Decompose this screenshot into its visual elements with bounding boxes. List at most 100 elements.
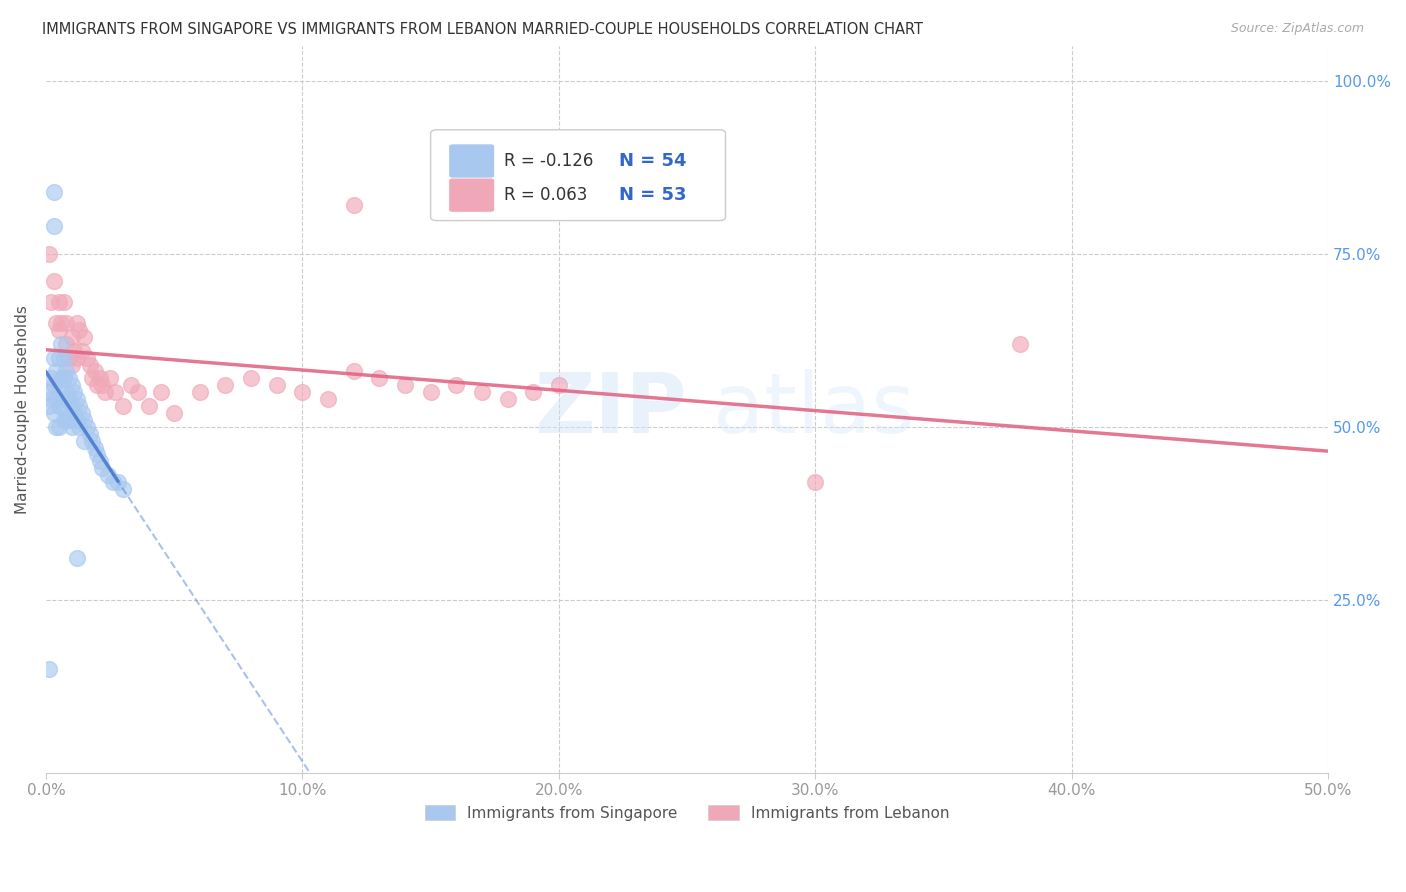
Point bbox=[70, 343, 93, 358]
Point bbox=[55, 364, 77, 378]
Point bbox=[63, 343, 86, 358]
Point bbox=[496, 392, 519, 406]
Text: IMMIGRANTS FROM SINGAPORE VS IMMIGRANTS FROM LEBANON MARRIED-COUPLE HOUSEHOLDS C: IMMIGRANTS FROM SINGAPORE VS IMMIGRANTS … bbox=[42, 22, 924, 37]
Point bbox=[163, 406, 186, 420]
Point bbox=[82, 371, 104, 385]
Point bbox=[52, 392, 75, 406]
Point bbox=[66, 551, 89, 566]
Point bbox=[1010, 336, 1032, 351]
Point bbox=[96, 468, 118, 483]
Point bbox=[63, 406, 86, 420]
Point bbox=[91, 461, 114, 475]
Point bbox=[82, 434, 104, 448]
Point bbox=[343, 364, 366, 378]
Point bbox=[101, 475, 124, 490]
FancyBboxPatch shape bbox=[430, 129, 725, 220]
Point bbox=[60, 399, 83, 413]
Point bbox=[368, 371, 391, 385]
Point bbox=[60, 358, 83, 372]
Point bbox=[66, 413, 89, 427]
Point bbox=[214, 378, 236, 392]
Point bbox=[120, 378, 142, 392]
Point bbox=[70, 406, 93, 420]
Point bbox=[38, 399, 60, 413]
Text: N = 53: N = 53 bbox=[619, 186, 686, 204]
Text: ZIP: ZIP bbox=[534, 369, 688, 450]
Point bbox=[42, 275, 65, 289]
Point bbox=[45, 392, 67, 406]
Point bbox=[58, 392, 80, 406]
Point bbox=[42, 378, 65, 392]
Point bbox=[48, 351, 70, 365]
Point bbox=[79, 426, 101, 441]
Point bbox=[86, 378, 108, 392]
Point bbox=[38, 662, 60, 676]
Point bbox=[60, 330, 83, 344]
Point bbox=[67, 419, 90, 434]
Point bbox=[38, 385, 60, 400]
Point bbox=[55, 385, 77, 400]
Point bbox=[48, 378, 70, 392]
Point bbox=[73, 413, 96, 427]
Point bbox=[60, 378, 83, 392]
Point bbox=[42, 406, 65, 420]
Point bbox=[188, 385, 211, 400]
Point bbox=[98, 371, 121, 385]
Text: Source: ZipAtlas.com: Source: ZipAtlas.com bbox=[1230, 22, 1364, 36]
Point bbox=[52, 413, 75, 427]
Point bbox=[138, 399, 160, 413]
Point bbox=[107, 475, 129, 490]
Point bbox=[38, 247, 60, 261]
Point bbox=[522, 385, 544, 400]
FancyBboxPatch shape bbox=[450, 179, 494, 211]
Point bbox=[42, 219, 65, 233]
Point bbox=[266, 378, 288, 392]
Point bbox=[60, 419, 83, 434]
Point bbox=[55, 336, 77, 351]
Point bbox=[58, 351, 80, 365]
Point bbox=[79, 358, 101, 372]
Point bbox=[45, 364, 67, 378]
Point bbox=[66, 316, 89, 330]
Y-axis label: Married-couple Households: Married-couple Households bbox=[15, 305, 30, 514]
Point bbox=[419, 385, 441, 400]
Point bbox=[42, 351, 65, 365]
Point bbox=[67, 323, 90, 337]
Point bbox=[83, 441, 105, 455]
Point bbox=[51, 371, 73, 385]
Point bbox=[42, 185, 65, 199]
Point bbox=[45, 419, 67, 434]
Point bbox=[86, 447, 108, 461]
Point bbox=[111, 399, 134, 413]
Text: R = -0.126: R = -0.126 bbox=[503, 152, 593, 170]
Legend: Immigrants from Singapore, Immigrants from Lebanon: Immigrants from Singapore, Immigrants fr… bbox=[419, 798, 956, 827]
Point bbox=[316, 392, 339, 406]
Point bbox=[104, 385, 127, 400]
Point bbox=[52, 371, 75, 385]
Point bbox=[55, 413, 77, 427]
Point bbox=[55, 316, 77, 330]
Point bbox=[446, 378, 468, 392]
Point bbox=[48, 323, 70, 337]
Point bbox=[58, 413, 80, 427]
Point bbox=[73, 434, 96, 448]
Point bbox=[58, 371, 80, 385]
Point bbox=[471, 385, 494, 400]
Point bbox=[67, 399, 90, 413]
Point bbox=[291, 385, 314, 400]
Point bbox=[83, 364, 105, 378]
Point bbox=[52, 351, 75, 365]
Point bbox=[547, 378, 569, 392]
Point bbox=[94, 385, 117, 400]
Point bbox=[804, 475, 827, 490]
Text: R = 0.063: R = 0.063 bbox=[503, 186, 588, 204]
Point bbox=[66, 392, 89, 406]
Point bbox=[48, 295, 70, 310]
FancyBboxPatch shape bbox=[450, 145, 494, 177]
Point bbox=[76, 419, 98, 434]
Point bbox=[150, 385, 173, 400]
Point bbox=[51, 316, 73, 330]
Point bbox=[343, 198, 366, 212]
Point bbox=[39, 392, 62, 406]
Text: N = 54: N = 54 bbox=[619, 152, 686, 170]
